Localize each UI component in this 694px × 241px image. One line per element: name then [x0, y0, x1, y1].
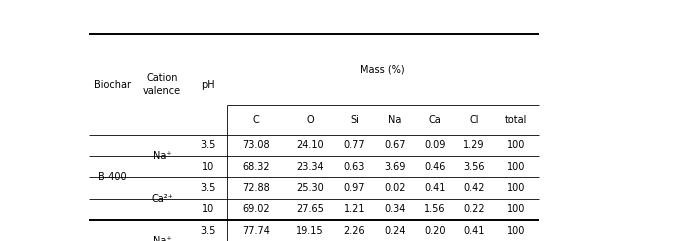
- Text: Ca: Ca: [429, 115, 441, 125]
- Text: 0.46: 0.46: [424, 162, 446, 172]
- Text: C: C: [253, 115, 260, 125]
- Text: 0.02: 0.02: [384, 183, 405, 193]
- Text: total: total: [505, 115, 527, 125]
- Text: B-400: B-400: [98, 172, 126, 182]
- Text: 69.02: 69.02: [242, 204, 270, 214]
- Text: Cation
valence: Cation valence: [143, 74, 181, 96]
- Text: 68.32: 68.32: [242, 162, 270, 172]
- Text: Cl: Cl: [469, 115, 479, 125]
- Text: 0.34: 0.34: [384, 204, 405, 214]
- Text: 3.56: 3.56: [464, 162, 484, 172]
- Text: 72.88: 72.88: [242, 183, 270, 193]
- Text: 0.24: 0.24: [384, 226, 405, 236]
- Text: 0.63: 0.63: [344, 162, 365, 172]
- Text: 100: 100: [507, 204, 525, 214]
- Text: 100: 100: [507, 183, 525, 193]
- Text: Na: Na: [388, 115, 401, 125]
- Text: Ca²⁺: Ca²⁺: [151, 194, 173, 204]
- Text: 100: 100: [507, 140, 525, 150]
- Text: 10: 10: [202, 204, 214, 214]
- Text: 0.42: 0.42: [464, 183, 484, 193]
- Text: Mass (%): Mass (%): [360, 65, 405, 75]
- Text: 0.67: 0.67: [384, 140, 405, 150]
- Text: 24.10: 24.10: [296, 140, 324, 150]
- Text: 0.22: 0.22: [463, 204, 485, 214]
- Text: Na⁺: Na⁺: [153, 236, 171, 241]
- Text: 0.09: 0.09: [424, 140, 446, 150]
- Text: 23.34: 23.34: [296, 162, 324, 172]
- Text: 27.65: 27.65: [296, 204, 324, 214]
- Text: pH: pH: [201, 80, 214, 90]
- Text: Na⁺: Na⁺: [153, 151, 171, 161]
- Text: 0.77: 0.77: [344, 140, 365, 150]
- Text: 0.41: 0.41: [424, 183, 446, 193]
- Text: 1.56: 1.56: [424, 204, 446, 214]
- Text: Si: Si: [350, 115, 359, 125]
- Text: 0.97: 0.97: [344, 183, 365, 193]
- Text: 10: 10: [202, 162, 214, 172]
- Text: 100: 100: [507, 162, 525, 172]
- Text: 100: 100: [507, 226, 525, 236]
- Text: 73.08: 73.08: [242, 140, 270, 150]
- Text: 0.41: 0.41: [464, 226, 484, 236]
- Text: Biochar: Biochar: [94, 80, 130, 90]
- Text: 1.21: 1.21: [344, 204, 365, 214]
- Text: O: O: [306, 115, 314, 125]
- Text: 3.5: 3.5: [200, 140, 215, 150]
- Text: 3.5: 3.5: [200, 183, 215, 193]
- Text: 2.26: 2.26: [344, 226, 365, 236]
- Text: 0.20: 0.20: [424, 226, 446, 236]
- Text: 25.30: 25.30: [296, 183, 324, 193]
- Text: 19.15: 19.15: [296, 226, 324, 236]
- Text: 3.5: 3.5: [200, 226, 215, 236]
- Text: 1.29: 1.29: [464, 140, 484, 150]
- Text: 3.69: 3.69: [384, 162, 405, 172]
- Text: 77.74: 77.74: [242, 226, 270, 236]
